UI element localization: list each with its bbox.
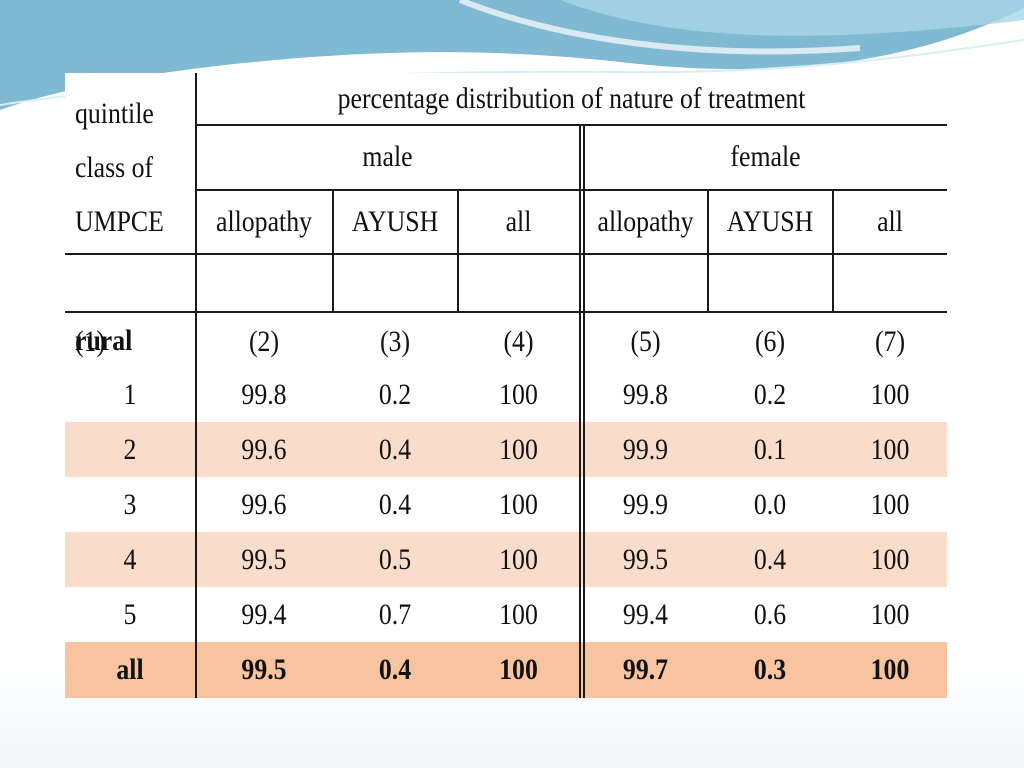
cell-r1-c2: 99.8 (241, 377, 287, 411)
cell-r1-c6: 0.2 (753, 377, 787, 411)
row-label-4: 4 (123, 542, 137, 576)
group-female: female (730, 140, 801, 173)
row-label-3: 3 (123, 487, 137, 521)
col-divider-6 (707, 189, 709, 312)
total-cell-c5: 99.7 (622, 653, 669, 686)
group-male: male (362, 140, 413, 173)
cell-r2-c7: 100 (870, 432, 910, 466)
table-title: percentage distribution of nature of tre… (337, 81, 806, 115)
cell-r4-c7: 100 (870, 542, 910, 576)
total-row-band (65, 642, 947, 698)
cell-r4-c4: 100 (499, 542, 538, 576)
total-cell-c3: 0.4 (378, 653, 412, 686)
cell-r4-c6: 0.4 (753, 542, 787, 576)
title-rule (196, 124, 947, 126)
group-divider (579, 124, 581, 698)
row-band-4 (65, 532, 947, 587)
stub-header-line-1: quintile (75, 97, 154, 130)
cell-r5-c3: 0.7 (378, 597, 412, 631)
cell-r4-c5: 99.5 (622, 542, 669, 576)
cell-r5-c5: 99.4 (622, 597, 669, 631)
cell-r2-c2: 99.6 (241, 432, 287, 466)
cell-r1-c7: 100 (870, 377, 910, 411)
cell-r3-c5: 99.9 (622, 487, 669, 521)
column-number-2: (2) (248, 325, 280, 358)
cell-r3-c4: 100 (499, 487, 538, 521)
subhead-7: all (877, 204, 903, 238)
row-label-5: 5 (123, 597, 137, 631)
stub-divider (195, 73, 197, 698)
treatment-distribution-table: quintile class of UMPCE percentage distr… (65, 73, 947, 698)
cell-r5-c2: 99.4 (241, 597, 287, 631)
col-divider-7 (832, 189, 834, 312)
cell-r2-c5: 99.9 (622, 432, 669, 466)
cell-r2-c4: 100 (499, 432, 538, 466)
column-number-3: (3) (379, 325, 411, 358)
total-cell-c6: 0.3 (753, 653, 787, 686)
group-rule (196, 189, 947, 191)
cell-r1-c3: 0.2 (378, 377, 412, 411)
col-divider-3 (332, 189, 334, 312)
cell-r3-c7: 100 (870, 487, 910, 521)
total-cell-c7: 100 (870, 653, 910, 686)
row-label-2: 2 (123, 432, 137, 466)
subhead-5: allopathy (597, 204, 694, 238)
cell-r4-c2: 99.5 (241, 542, 287, 576)
total-row-label: all (116, 653, 144, 686)
stub-header: quintile class of UMPCE (75, 87, 195, 249)
total-cell-c2: 99.5 (241, 653, 287, 686)
subhead-4: all (505, 204, 532, 238)
cell-r5-c7: 100 (870, 597, 910, 631)
group-divider-double (583, 124, 585, 698)
col-divider-4 (457, 189, 459, 312)
row-band-2 (65, 422, 947, 477)
stub-header-line-3: UMPCE (75, 205, 164, 238)
cell-r3-c3: 0.4 (378, 487, 412, 521)
cell-r3-c6: 0.0 (753, 487, 787, 521)
column-number-6: (6) (754, 325, 786, 358)
cell-r1-c4: 100 (499, 377, 538, 411)
row-label-1: 1 (123, 377, 137, 411)
cell-r3-c2: 99.6 (241, 487, 287, 521)
section-label-rural: rural (75, 323, 133, 357)
cell-r2-c3: 0.4 (378, 432, 412, 466)
total-cell-c4: 100 (499, 653, 538, 686)
column-number-5: (5) (630, 325, 661, 358)
cell-r2-c6: 0.1 (753, 432, 787, 466)
cell-r4-c3: 0.5 (378, 542, 412, 576)
cell-r5-c6: 0.6 (753, 597, 787, 631)
cell-r1-c5: 99.8 (622, 377, 669, 411)
subhead-6: AYUSH (726, 204, 814, 238)
column-number-1: (1) (75, 325, 106, 358)
stub-header-line-2: class of (75, 151, 154, 184)
column-number-4: (4) (503, 325, 534, 358)
cell-r5-c4: 100 (499, 597, 538, 631)
subhead-rule (65, 253, 947, 255)
subhead-2: allopathy (215, 204, 312, 238)
subhead-3: AYUSH (351, 204, 439, 238)
column-number-7: (7) (874, 325, 906, 358)
number-rule (65, 311, 947, 313)
